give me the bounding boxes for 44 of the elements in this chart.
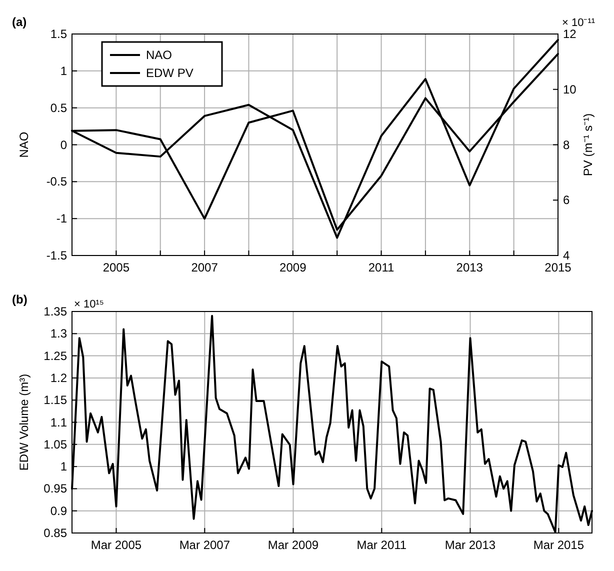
y2-tick-label: 4 — [563, 248, 570, 262]
y-tick-label: 1 — [60, 64, 68, 78]
y-tick-label: 0.5 — [50, 100, 68, 115]
text: × 10⁻¹¹ — [562, 17, 596, 29]
y-tick-label: 1.2 — [50, 370, 68, 385]
x-tick-label: Mar 2005 — [90, 538, 142, 552]
y-tick-label: 1 — [60, 460, 68, 474]
y-tick-label: -1 — [56, 212, 68, 226]
x-tick-label: 2007 — [191, 260, 218, 274]
y-tick-label: 1.5 — [50, 27, 68, 41]
legend-label: EDW PV — [146, 66, 194, 80]
x-tick-label: 2011 — [368, 260, 394, 274]
x-tick-label: Mar 2015 — [533, 538, 584, 552]
y-tick-label: 0 — [60, 138, 68, 152]
legend-label: NAO — [146, 48, 172, 62]
x-tick-label: Mar 2013 — [444, 538, 496, 552]
y-tick-label: 1.25 — [44, 348, 68, 363]
x-tick-label: 2015 — [544, 260, 572, 274]
y2-tick-label: 10 — [563, 82, 577, 96]
chart-title: (a) — [12, 15, 27, 29]
chart-title: (b) — [12, 292, 28, 306]
y2-tick-label: 12 — [563, 27, 577, 41]
y-tick-label: 1.05 — [44, 437, 68, 452]
y2-tick-label: 6 — [563, 193, 570, 208]
y-tick-label: 1.15 — [44, 393, 68, 408]
x-tick-label: Mar 2007 — [179, 538, 230, 552]
x-tick-label: 2013 — [456, 260, 484, 274]
y2-axis-title: PV (m⁻¹ s⁻¹) — [581, 113, 595, 176]
y-tick-label: 1.3 — [50, 326, 68, 341]
x-tick-label: 2009 — [280, 260, 307, 274]
x-tick-label: Mar 2009 — [268, 538, 319, 552]
y-axis-title: EDW Volume (m³) — [17, 374, 31, 471]
y-tick-label: 1.35 — [44, 304, 68, 318]
y-axis-title: NAO — [17, 132, 31, 158]
y-tick-label: 0.9 — [50, 504, 68, 518]
text: × 10¹⁵ — [74, 298, 104, 310]
y-tick-label: 0.85 — [44, 526, 68, 540]
y2-tick-label: 8 — [563, 138, 570, 152]
x-tick-label: 2005 — [102, 260, 130, 274]
y-tick-label: -0.5 — [46, 174, 68, 189]
y-tick-label: -1.5 — [46, 248, 68, 262]
x-tick-label: Mar 2011 — [356, 538, 407, 552]
y-tick-label: 1.1 — [50, 415, 68, 430]
y-tick-label: 0.95 — [44, 482, 68, 496]
